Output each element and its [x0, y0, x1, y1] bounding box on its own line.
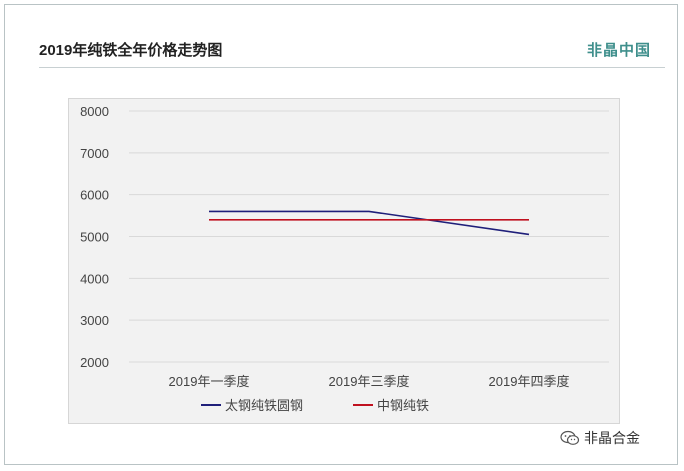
legend-label-1: 太钢纯铁圆钢 — [225, 398, 303, 413]
y-tick-label-2000: 2000 — [80, 355, 109, 370]
series-line-1 — [209, 210, 530, 236]
card-header: 2019年纯铁全年价格走势图 非晶中国 — [39, 27, 665, 68]
y-tick-label-3000: 3000 — [80, 313, 109, 328]
line-chart: 8000 7000 6000 5000 4000 3000 2000 2019年一季度 2019… — [80, 104, 609, 413]
y-tick-label-7000: 7000 — [80, 146, 109, 161]
watermark-text: 非晶合金 — [584, 430, 640, 446]
legend-label-2: 中钢纯铁 — [377, 398, 429, 413]
x-tick-label-1: 2019年一季度 — [169, 374, 250, 389]
x-tick-label-3: 2019年四季度 — [489, 374, 570, 389]
y-tick-label-8000: 8000 — [80, 104, 109, 119]
y-tick-label-4000: 4000 — [80, 271, 109, 286]
y-tick-label-6000: 6000 — [80, 188, 109, 203]
x-tick-label-2: 2019年三季度 — [329, 374, 410, 389]
wechat-icon — [560, 430, 580, 445]
watermark: 非晶合金 — [560, 428, 640, 448]
y-tick-label-5000: 5000 — [80, 230, 109, 245]
chart-title: 2019年纯铁全年价格走势图 — [39, 42, 223, 59]
brand-label: 非晶中国 — [586, 42, 651, 59]
chart-plot-frame: 8000 7000 6000 5000 4000 3000 2000 2019年一季度 2019… — [68, 98, 620, 424]
